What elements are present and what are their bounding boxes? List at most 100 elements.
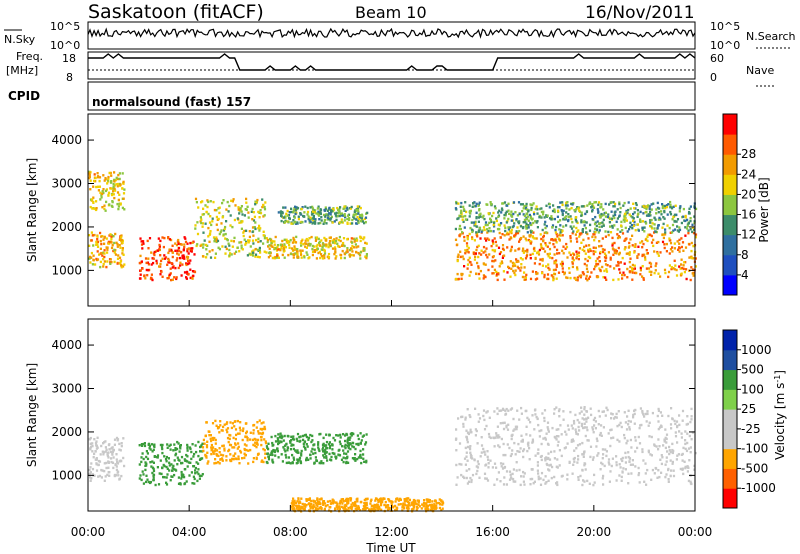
heatmap-cell (644, 256, 647, 259)
heatmap-cell (95, 257, 98, 261)
heatmap-cell (628, 213, 631, 216)
heatmap-cell (465, 242, 469, 245)
heatmap-cell (629, 238, 632, 241)
heatmap-cell (669, 203, 672, 207)
heatmap-cell (318, 244, 322, 247)
heatmap-cell (691, 431, 694, 434)
heatmap-cell (523, 204, 526, 208)
heatmap-cell (234, 452, 237, 455)
heatmap-cell (669, 459, 672, 462)
heatmap-cell (365, 461, 368, 464)
heatmap-cell (543, 416, 546, 420)
heatmap-cell (160, 259, 163, 263)
heatmap-cell (302, 442, 305, 445)
heatmap-cell (89, 479, 92, 482)
heatmap-cell (628, 426, 631, 429)
heatmap-cell (537, 253, 541, 256)
heatmap-cell (119, 246, 122, 249)
colorbar-frame (722, 329, 738, 509)
heatmap-cell (540, 210, 543, 214)
heatmap-cell (539, 477, 542, 480)
heatmap-cell (153, 250, 156, 254)
heatmap-cell (202, 213, 205, 216)
heatmap-cell (682, 207, 685, 211)
heatmap-cell (212, 200, 215, 204)
heatmap-cell (317, 222, 320, 225)
heatmap-cell (167, 457, 170, 460)
heatmap-cell (501, 247, 505, 250)
heatmap-cell (299, 435, 302, 438)
heatmap-cell (536, 212, 539, 215)
heatmap-cell (601, 214, 604, 217)
heatmap-cell (215, 452, 218, 456)
heatmap-cell (208, 250, 211, 253)
heatmap-cell (94, 458, 97, 461)
heatmap-cell (657, 272, 660, 275)
heatmap-cell (327, 443, 331, 446)
heatmap-cell (637, 229, 640, 232)
heatmap-cell (329, 213, 332, 216)
heatmap-cell (107, 193, 110, 197)
heatmap-cell (202, 449, 205, 453)
heatmap-cell (634, 207, 637, 210)
heatmap-cell (252, 443, 255, 447)
heatmap-cell (587, 416, 590, 419)
heatmap-cell (599, 206, 602, 209)
heatmap-cell (276, 253, 279, 256)
heatmap-cell (162, 475, 165, 479)
heatmap-cell (356, 206, 360, 210)
heatmap-cell (462, 205, 465, 209)
heatmap-cell (485, 411, 488, 414)
heatmap-cell (548, 241, 551, 245)
heatmap-cell (298, 500, 301, 503)
heatmap-cell (460, 209, 463, 212)
heatmap-cell (651, 468, 654, 472)
heatmap-cell (181, 461, 184, 465)
heatmap-cell (503, 224, 506, 227)
heatmap-cell (304, 239, 307, 242)
heatmap-cell (264, 452, 267, 455)
heatmap-cell (604, 215, 607, 218)
heatmap-cell (678, 207, 681, 210)
heatmap-cell (572, 439, 575, 443)
heatmap-cell (463, 226, 466, 229)
heatmap-cell (674, 431, 677, 434)
heatmap-cell (179, 256, 182, 260)
heatmap-cell (618, 268, 621, 271)
heatmap-cell (224, 245, 227, 248)
heatmap-cell (576, 276, 579, 279)
heatmap-cell (645, 205, 648, 208)
y-tick-label: 4000 (51, 133, 82, 147)
heatmap-cell (534, 413, 537, 416)
heatmap-cell (172, 449, 175, 452)
heatmap-cell (106, 182, 109, 185)
heatmap-cell (91, 263, 94, 266)
heatmap-cell (218, 206, 221, 209)
heatmap-cell (322, 446, 325, 449)
heatmap-cell (520, 475, 523, 478)
heatmap-cell (179, 261, 182, 264)
heatmap-cell (602, 410, 605, 413)
heatmap-cell (340, 500, 343, 503)
heatmap-cell (120, 444, 123, 448)
heatmap-cell (305, 237, 308, 241)
heatmap-cell (460, 473, 463, 477)
heatmap-cell (209, 200, 212, 203)
heatmap-cell (670, 407, 673, 410)
heatmap-cell (521, 249, 524, 253)
heatmap-cell (544, 226, 547, 230)
heatmap-cell (621, 232, 625, 235)
heatmap-cell (348, 218, 351, 221)
heatmap-cell (168, 464, 171, 467)
heatmap-cell (675, 458, 678, 461)
heatmap-cell (661, 414, 664, 417)
heatmap-cell (468, 414, 471, 417)
heatmap-cell (593, 473, 596, 477)
heatmap-cell (89, 442, 92, 445)
heatmap-cell (186, 270, 189, 274)
heatmap-cell (312, 221, 315, 224)
heatmap-cell (500, 260, 503, 263)
heatmap-cell (311, 253, 314, 257)
heatmap-cell (658, 216, 661, 220)
heatmap-cell (116, 202, 119, 206)
